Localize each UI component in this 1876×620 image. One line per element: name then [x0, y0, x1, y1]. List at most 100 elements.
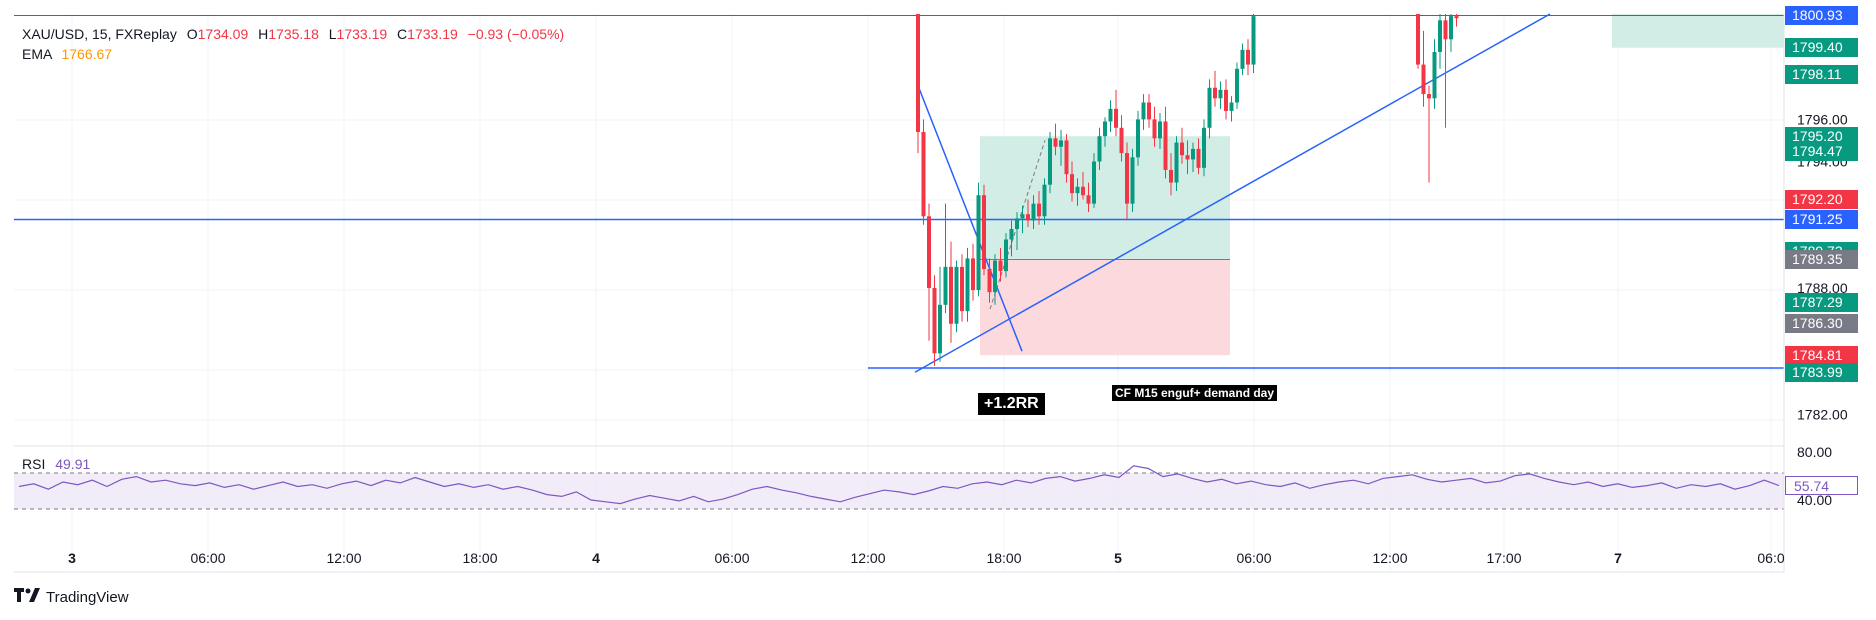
ema-label[interactable]: EMA — [22, 46, 52, 62]
trendline-rising — [914, 13, 1551, 373]
time-axis-label-6: 12:00 — [850, 550, 885, 566]
candle-49 — [1185, 140, 1190, 175]
candle-42 — [1147, 94, 1151, 128]
candle-16 — [1004, 233, 1008, 278]
price-tag-11: 1784.81 — [1785, 345, 1858, 365]
position-zones — [980, 14, 1784, 356]
price-tag-8: 1789.35 — [1785, 250, 1858, 269]
rsi-axis-label-1: 40.00 — [1797, 492, 1832, 508]
ema-value: 1766.67 — [61, 46, 113, 62]
close-value: 1733.19 — [407, 26, 458, 42]
high-value: 1735.18 — [268, 26, 319, 42]
candle-10 — [971, 243, 975, 301]
candle-right-1 — [1421, 30, 1426, 107]
candle-4 — [938, 266, 942, 362]
candle-31 — [1086, 182, 1091, 213]
price-tag-3: 1795.20 — [1785, 126, 1858, 146]
rsi-value: 49.91 — [55, 456, 91, 472]
note-annotation[interactable]: CF M15 enguf+ demand day — [1112, 385, 1278, 401]
candle-13 — [987, 258, 992, 303]
candle-58 — [1235, 62, 1239, 109]
candle-7 — [954, 260, 959, 333]
candle-25 — [1053, 123, 1058, 156]
candle-12 — [982, 184, 986, 276]
candle-54 — [1213, 70, 1217, 107]
candle-59 — [1240, 43, 1245, 76]
candle-right-4 — [1438, 14, 1442, 69]
time-axis-label-1: 06:00 — [190, 550, 225, 566]
time-axis-label-10: 12:00 — [1372, 550, 1407, 566]
candle-34 — [1103, 117, 1107, 147]
price-tag-6: 1791.25 — [1785, 209, 1858, 229]
time-axis-label-0: 3 — [68, 550, 76, 566]
symbol-label[interactable]: XAU/USD, 15, FXReplay — [22, 26, 177, 42]
candle-38 — [1125, 142, 1129, 221]
low-value: 1733.19 — [336, 26, 388, 42]
candle-19 — [1020, 205, 1025, 234]
candle-14 — [993, 254, 997, 305]
time-axis-label-5: 06:00 — [714, 550, 749, 566]
candle-right-0 — [1416, 14, 1420, 69]
time-axis-label-4: 4 — [592, 550, 600, 566]
tradingview-brand[interactable]: TradingView — [14, 588, 129, 607]
candle-39 — [1130, 148, 1135, 213]
candle-18 — [1015, 212, 1019, 251]
stop-zone — [980, 259, 1230, 356]
time-axis-label-8: 5 — [1114, 550, 1122, 566]
candle-53 — [1207, 79, 1212, 139]
candle-21 — [1031, 195, 1036, 229]
candle-56 — [1224, 79, 1228, 120]
candle-right-3 — [1432, 39, 1437, 109]
price-axis-label-0: 1796.00 — [1797, 111, 1848, 127]
candle-28 — [1070, 161, 1074, 202]
candle-48 — [1180, 127, 1184, 164]
candle-55 — [1218, 81, 1223, 109]
candle-5 — [943, 203, 948, 314]
candle-24 — [1048, 132, 1052, 194]
candle-32 — [1092, 153, 1096, 208]
time-axis-label-13: 06:0 — [1757, 550, 1784, 566]
candle-2 — [927, 203, 931, 341]
candle-35 — [1108, 100, 1113, 133]
candle-30 — [1081, 172, 1085, 200]
candle-57 — [1229, 96, 1234, 122]
low-label: L — [328, 26, 337, 42]
candle-22 — [1037, 191, 1041, 225]
time-axis-label-2: 12:00 — [326, 550, 361, 566]
candle-20 — [1026, 199, 1030, 227]
rsi-label[interactable]: RSI — [22, 456, 46, 472]
price-tag-2: 1798.11 — [1785, 65, 1858, 85]
horizontal-lines — [14, 14, 1784, 369]
price-tag-1: 1799.40 — [1785, 38, 1858, 58]
rsi-line — [18, 465, 1780, 505]
candle-8 — [960, 254, 964, 322]
candle-60 — [1246, 39, 1250, 76]
price-axis-label-3: 1782.00 — [1797, 406, 1848, 422]
candle-46 — [1169, 153, 1173, 196]
candle-27 — [1064, 134, 1069, 183]
rsi-current-tag: 55.74 — [1785, 476, 1858, 495]
target-zone-right — [1612, 14, 1784, 48]
open-value: 1734.09 — [197, 26, 249, 42]
time-axis-label-11: 17:00 — [1486, 550, 1521, 566]
price-tag-10: 1786.30 — [1785, 314, 1858, 334]
candle-11 — [976, 182, 981, 297]
candle-15 — [998, 247, 1003, 282]
rr-annotation[interactable]: +1.2RR — [978, 393, 1045, 415]
candle-right-6 — [1449, 14, 1453, 52]
price-tag-5: 1792.20 — [1785, 189, 1858, 209]
candle-52 — [1202, 119, 1206, 177]
trade-path — [989, 140, 1046, 310]
tradingview-logo-icon — [14, 588, 40, 607]
candlestick-series — [916, 14, 1459, 366]
open-label: O — [186, 26, 198, 42]
time-axis-label-9: 06:00 — [1236, 550, 1271, 566]
close-label: C — [397, 26, 408, 42]
candle-51 — [1196, 138, 1201, 175]
candle-17 — [1009, 220, 1014, 257]
symbol-legend: XAU/USD, 15, FXReplay O1734.09 H1735.18 … — [22, 24, 564, 64]
candle-37 — [1119, 115, 1124, 162]
price-axis-label-2: 1788.00 — [1797, 280, 1848, 296]
